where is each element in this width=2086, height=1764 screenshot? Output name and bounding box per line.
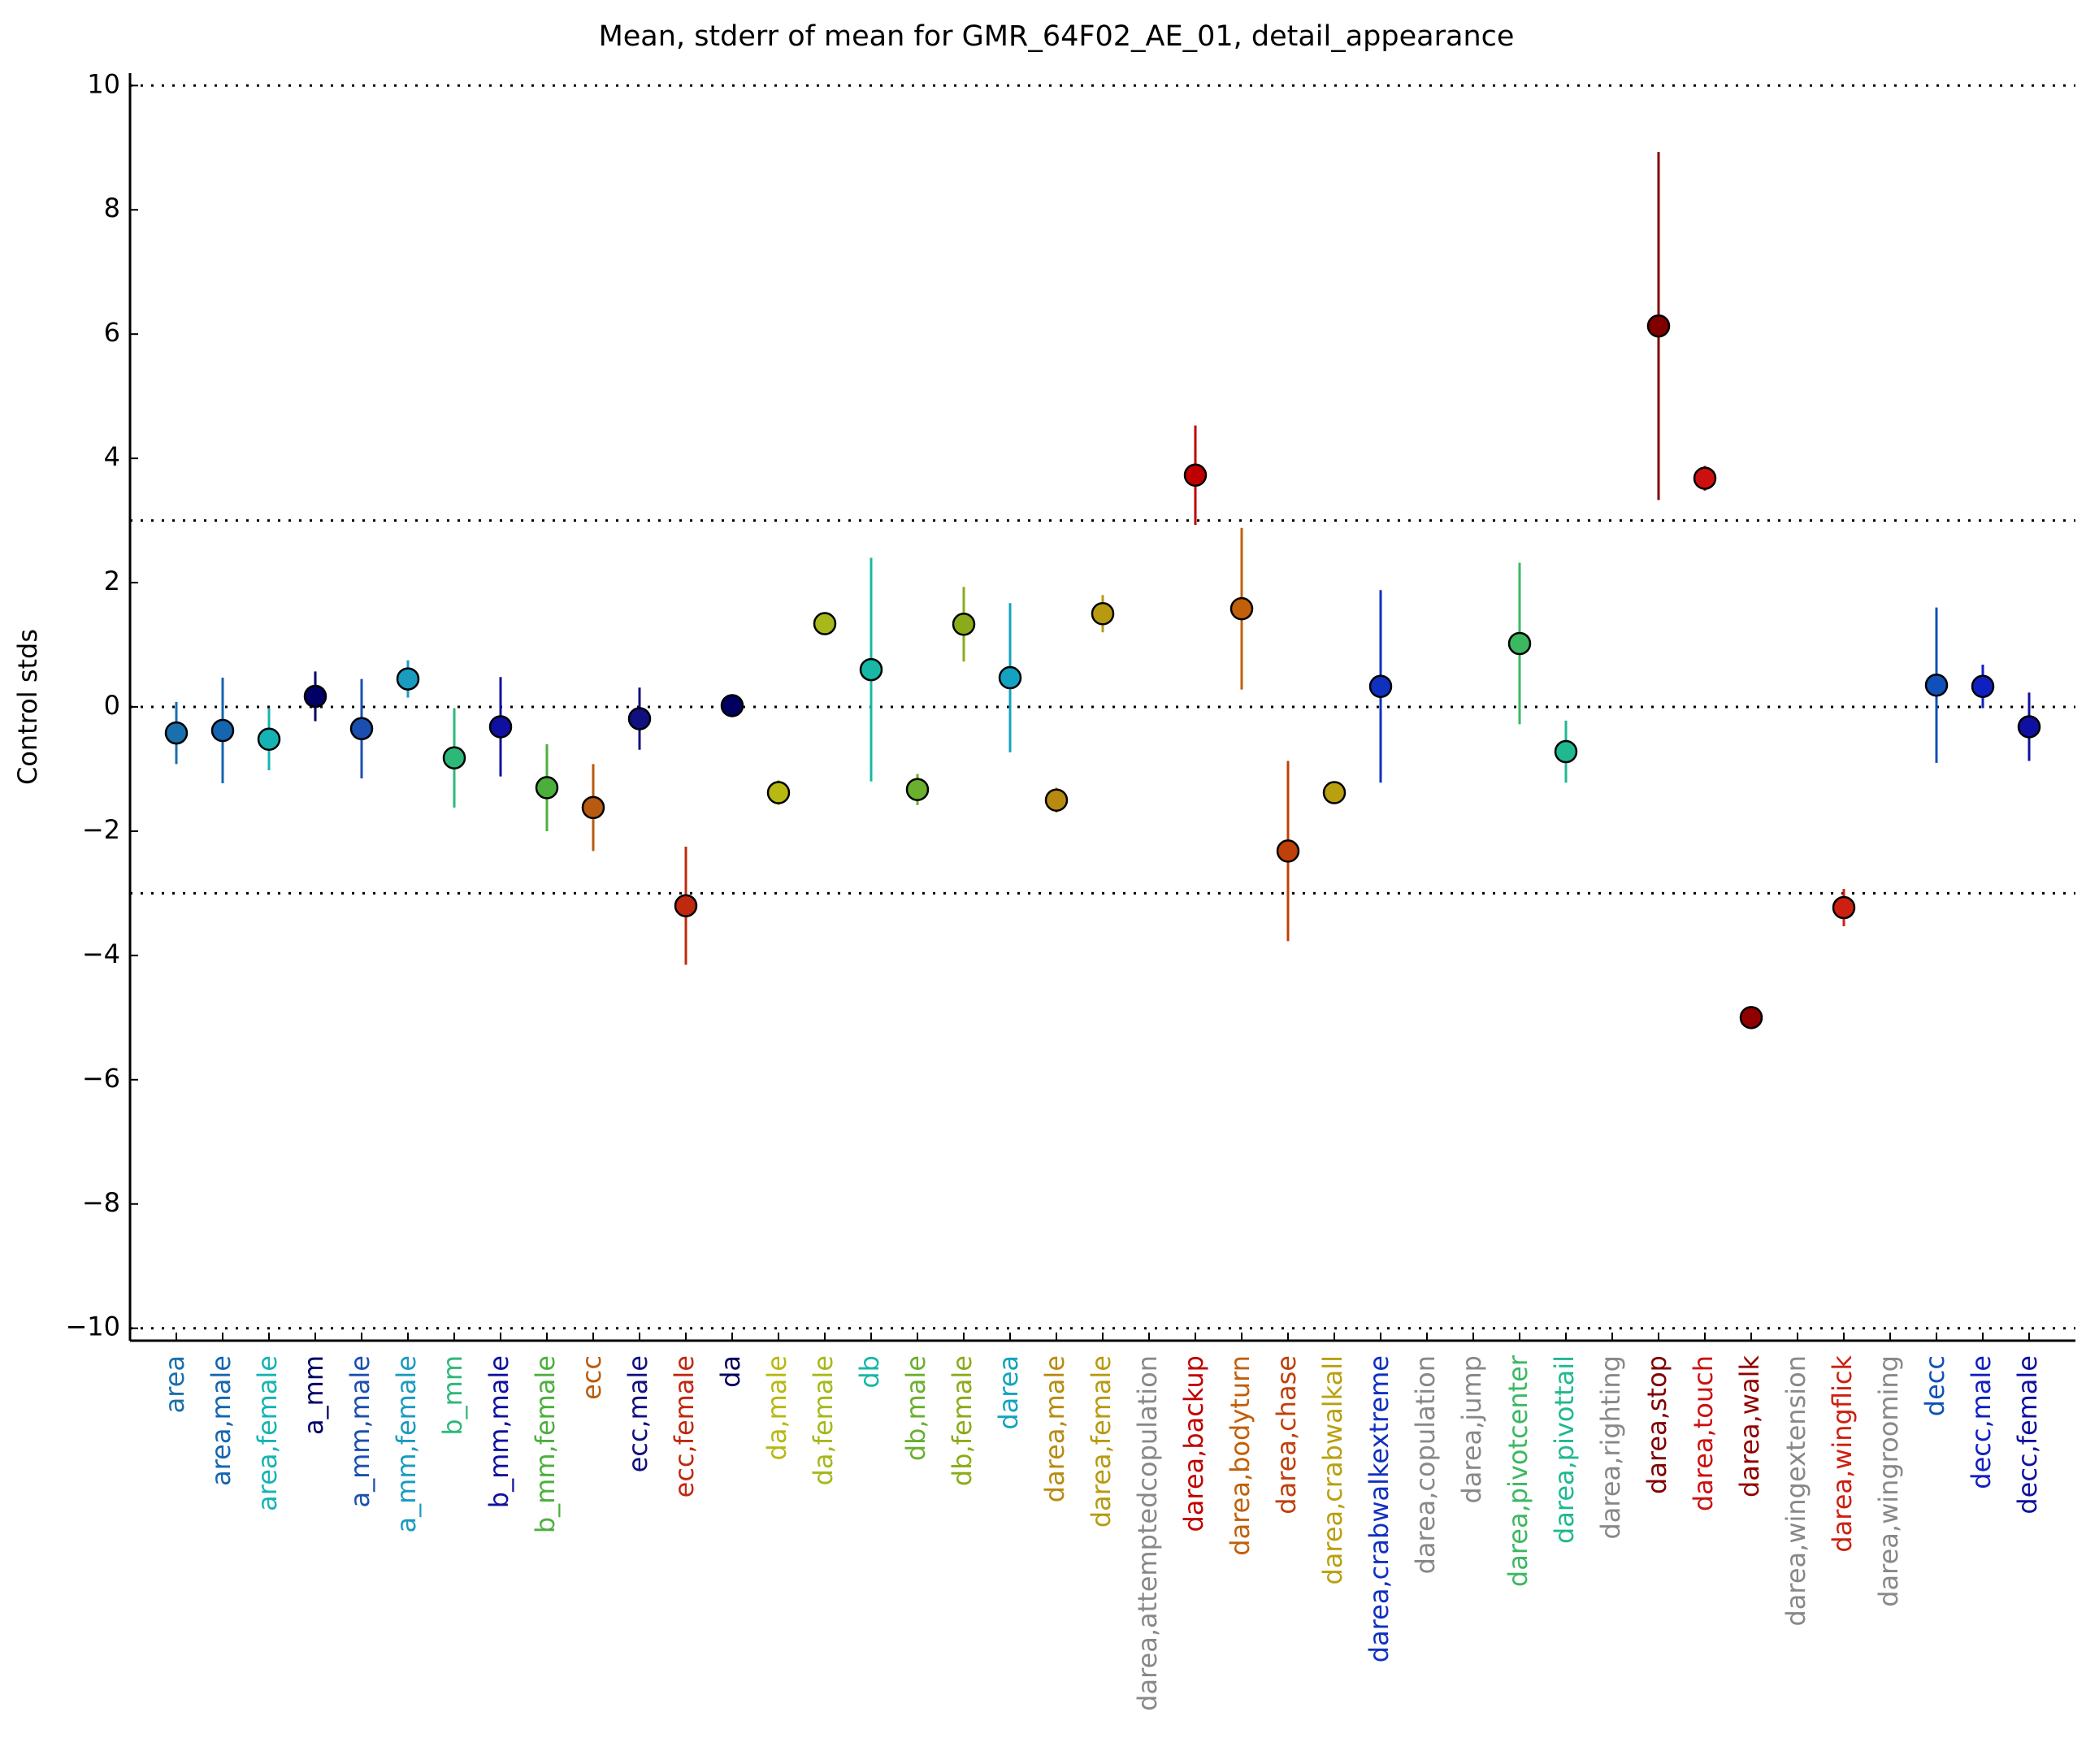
y-tick-label: 10 (87, 68, 120, 99)
x-tick-label: a_mm (298, 1355, 329, 1435)
x-tick-label: b_mm (437, 1355, 468, 1436)
x-tick-label: darea,crabwalkextreme (1364, 1355, 1394, 1662)
y-tick-label: 2 (104, 566, 120, 596)
mean-marker (720, 694, 744, 717)
mean-marker (257, 727, 281, 752)
mean-marker (210, 718, 235, 743)
x-tick-label: db,male (900, 1355, 931, 1461)
x-tick-label: darea,walk (1734, 1355, 1765, 1498)
x-tick-label: darea,female (1086, 1355, 1117, 1528)
x-tick-label: a_mm,male (345, 1355, 375, 1507)
x-tick-label: darea,chase (1271, 1355, 1302, 1515)
mean-marker (1044, 788, 1069, 812)
y-tick-label: 0 (104, 690, 120, 721)
x-tick-label: b_mm,female (530, 1355, 561, 1533)
mean-marker (303, 684, 327, 709)
mean-marker (1091, 602, 1115, 626)
x-tick-label: da,female (808, 1355, 839, 1485)
mean-marker (1368, 674, 1393, 699)
mean-marker (396, 667, 420, 691)
mean-marker (442, 746, 466, 769)
x-tick-label: darea,bodyturn (1225, 1355, 1256, 1556)
x-tick-label: darea (993, 1355, 1024, 1430)
mean-marker (581, 795, 605, 820)
y-tick-label: −10 (65, 1311, 120, 1342)
x-tick-label: db,female (947, 1355, 978, 1486)
x-tick-label: darea,wingflick (1827, 1355, 1858, 1553)
x-tick-label: b_mm,male (484, 1355, 514, 1508)
x-tick-label: ecc,male (622, 1355, 653, 1472)
mean-marker (1229, 596, 1254, 621)
mean-marker (1183, 463, 1208, 488)
mean-marker (1322, 781, 1347, 804)
mean-marker (766, 781, 791, 804)
x-tick-label: darea,pivotcenter (1503, 1354, 1533, 1587)
mean-marker (674, 894, 698, 917)
mean-marker (535, 776, 559, 800)
x-tick-label: decc,female (2012, 1355, 2043, 1515)
y-tick-label: −4 (82, 938, 120, 969)
x-tick-label: darea,crabwalkall (1317, 1355, 1348, 1585)
y-axis-label: Control stds (12, 629, 43, 785)
mean-marker (627, 707, 652, 730)
x-tick-label: db (854, 1355, 885, 1389)
mean-marker (813, 612, 837, 635)
mean-marker (1924, 673, 1949, 697)
mean-marker (2017, 715, 2041, 739)
mean-marker (488, 715, 513, 739)
chart-title: Mean, stderr of mean for GMR_64F02_AE_01… (599, 20, 1515, 53)
x-tick-label: area (159, 1355, 190, 1413)
x-tick-label: darea,pivottail (1549, 1355, 1580, 1544)
x-tick-label: da,male (761, 1355, 792, 1460)
mean-marker (1646, 314, 1671, 338)
mean-marker (1739, 1006, 1763, 1029)
mean-marker (952, 613, 976, 636)
x-tick-label: da (715, 1355, 746, 1388)
mean-marker (1554, 739, 1578, 764)
y-tick-label: −8 (82, 1187, 120, 1218)
x-tick-label: darea,copulation (1410, 1355, 1441, 1574)
mean-marker (1832, 895, 1856, 920)
mean-marker (1971, 674, 1995, 699)
x-tick-label: area,male (206, 1355, 236, 1486)
x-tick-label: darea,jump (1456, 1355, 1487, 1504)
y-tick-label: 8 (104, 193, 120, 223)
x-tick-label: darea,stop (1641, 1355, 1672, 1494)
mean-marker (905, 778, 930, 801)
x-tick-label: darea,male (1039, 1355, 1070, 1502)
x-tick-label: a_mm,female (391, 1355, 422, 1532)
mean-marker (1693, 466, 1717, 490)
x-tick-label: decc (1919, 1355, 1950, 1416)
mean-marker (349, 717, 374, 741)
x-tick-label: ecc (576, 1355, 607, 1400)
x-tick-label: area,female (252, 1355, 283, 1511)
x-tick-label: ecc,female (669, 1355, 700, 1497)
mean-marker (1276, 839, 1300, 863)
mean-marker (998, 665, 1022, 690)
x-tick-label: darea,wingrooming (1873, 1355, 1904, 1607)
y-tick-label: −6 (82, 1063, 120, 1094)
mean-marker (164, 721, 189, 745)
x-tick-label: darea,wingextension (1780, 1355, 1811, 1627)
y-tick-label: −2 (82, 814, 120, 845)
mean-marker (859, 657, 883, 682)
x-tick-label: darea,attemptedcopulation (1132, 1355, 1163, 1711)
y-tick-label: 6 (104, 317, 120, 348)
x-tick-label: decc,male (1966, 1355, 1997, 1489)
x-tick-label: darea,touch (1688, 1355, 1719, 1511)
x-tick-label: darea,backup (1178, 1355, 1209, 1532)
x-tick-label: darea,righting (1595, 1355, 1626, 1540)
y-tick-label: 4 (104, 441, 120, 472)
mean-marker (1507, 631, 1532, 656)
